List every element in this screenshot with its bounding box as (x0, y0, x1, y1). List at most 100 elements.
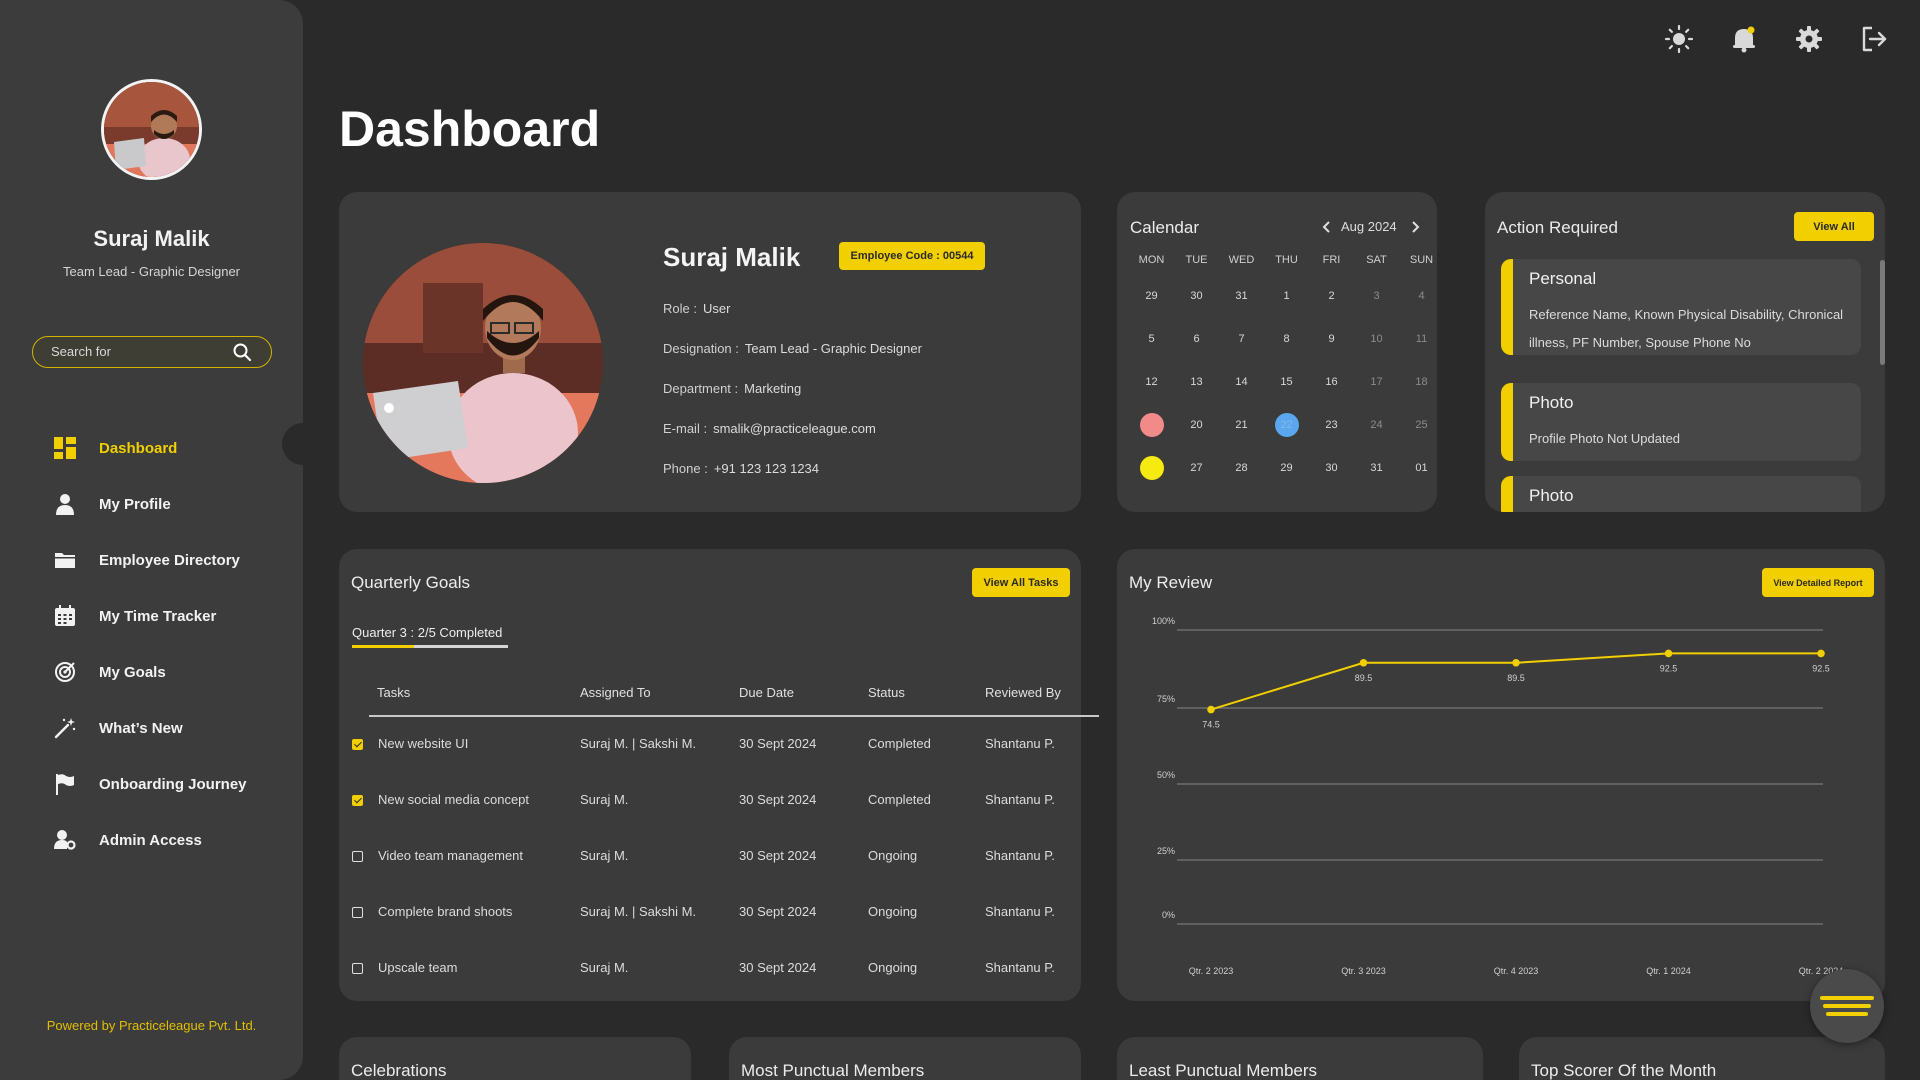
calendar-day-today[interactable]: 22 (1264, 412, 1309, 437)
search-input[interactable] (51, 337, 231, 366)
settings-gear-icon[interactable] (1794, 24, 1824, 54)
avatar[interactable] (101, 79, 202, 180)
task-name: Upscale team (378, 960, 458, 975)
calendar-day[interactable]: 14 (1235, 375, 1248, 388)
action-item-heading: Photo (1529, 393, 1574, 412)
menu-fab-button[interactable] (1810, 969, 1884, 1043)
calendar-day[interactable]: 16 (1325, 375, 1338, 388)
designation-value: Team Lead - Graphic Designer (744, 341, 922, 356)
calendar-day[interactable]: 30 (1325, 461, 1338, 474)
chevron-left-icon[interactable] (1321, 220, 1333, 234)
calendar-day[interactable]: 15 (1280, 375, 1293, 388)
data-label: 89.5 (1355, 673, 1373, 683)
sidebar-item-label: Onboarding Journey (99, 775, 247, 793)
weekday-label: MON (1138, 254, 1165, 266)
sidebar-item-employee-directory[interactable]: Employee Directory (0, 532, 303, 588)
calendar-day[interactable]: 7 (1238, 332, 1245, 345)
calendar-day[interactable]: 25 (1415, 418, 1428, 431)
calendar-day[interactable]: 29 (1280, 461, 1293, 474)
calendar-day[interactable]: 01 (1415, 461, 1428, 474)
calendar-day[interactable]: 4 (1418, 289, 1425, 302)
calendar-weekdays: MON TUE WED THU FRI SAT SUN (1129, 254, 1433, 274)
sidebar-collapse-handle[interactable] (282, 423, 324, 465)
weekday-label: THU (1275, 254, 1298, 266)
task-checkbox[interactable] (352, 795, 363, 806)
chevron-right-icon[interactable] (1409, 220, 1421, 234)
celebrations-title: Celebrations (351, 1061, 447, 1080)
task-reviewer: Shantanu P. (985, 736, 1055, 751)
calendar-week: 5 6 7 8 9 10 11 (1129, 317, 1427, 360)
calendar-grid: MON TUE WED THU FRI SAT SUN 29 30 31 1 2… (1129, 254, 1433, 489)
designation-label: Designation : (663, 341, 739, 356)
action-item-personal[interactable]: Personal Reference Name, Known Physical … (1501, 259, 1861, 355)
task-name: New website UI (378, 736, 469, 751)
sidebar-item-admin-access[interactable]: Admin Access (0, 812, 303, 868)
calendar-day[interactable]: 31 (1370, 461, 1383, 474)
profile-email-row: E-mail : smalik@practiceleague.com (663, 421, 876, 436)
calendar-day-highlighted[interactable]: 26 (1129, 455, 1174, 480)
calendar-week: 26 27 28 29 30 31 01 (1129, 446, 1428, 489)
calendar-day[interactable]: 18 (1415, 375, 1428, 388)
notification-bell-icon[interactable] (1729, 24, 1759, 54)
calendar-day[interactable]: 20 (1190, 418, 1203, 431)
task-checkbox[interactable] (352, 851, 363, 862)
sidebar-item-my-goals[interactable]: My Goals (0, 644, 303, 700)
calendar-day[interactable]: 21 (1235, 418, 1248, 431)
calendar-day[interactable]: 28 (1235, 461, 1248, 474)
task-due: 30 Sept 2024 (739, 792, 817, 807)
tab-quarter-3[interactable]: Quarter 3 : 2/5 Completed (352, 625, 503, 640)
column-header: Status (868, 685, 905, 700)
data-point (1512, 658, 1520, 667)
calendar-day[interactable]: 6 (1193, 332, 1200, 345)
least-punctual-title: Least Punctual Members (1129, 1061, 1318, 1080)
action-item-accent (1501, 476, 1513, 512)
sidebar-item-whats-new[interactable]: What’s New (0, 700, 303, 756)
sidebar-item-my-time-tracker[interactable]: My Time Tracker (0, 588, 303, 644)
calendar-day[interactable]: 13 (1190, 375, 1203, 388)
calendar-day[interactable]: 1 (1283, 289, 1290, 302)
table-row: Complete brand shoots Suraj M. | Sakshi … (339, 904, 1079, 924)
theme-sun-icon[interactable] (1664, 24, 1694, 54)
table-row: Video team management Suraj M. 30 Sept 2… (339, 848, 1079, 868)
calendar-day[interactable]: 17 (1370, 375, 1383, 388)
view-detailed-report-button[interactable]: View Detailed Report (1762, 568, 1874, 597)
calendar-day[interactable]: 31 (1235, 289, 1248, 302)
action-required-card: Action Required View All Personal Refere… (1485, 192, 1885, 512)
calendar-day[interactable]: 27 (1190, 461, 1203, 474)
calendar-day[interactable]: 10 (1370, 332, 1383, 345)
action-item-photo[interactable]: Photo Profile Photo Not Updated (1501, 383, 1861, 461)
task-checkbox[interactable] (352, 907, 363, 918)
view-all-tasks-button[interactable]: View All Tasks (972, 568, 1070, 597)
calendar-day[interactable]: 9 (1328, 332, 1335, 345)
calendar-day[interactable]: 24 (1370, 418, 1383, 431)
search-box (32, 336, 272, 368)
calendar-day[interactable]: 23 (1325, 418, 1338, 431)
task-checkbox[interactable] (352, 963, 363, 974)
calendar-day[interactable]: 2 (1328, 289, 1335, 302)
calendar-day[interactable]: 3 (1373, 289, 1380, 302)
calendar-day-highlighted[interactable]: 19 (1129, 412, 1174, 437)
task-checkbox[interactable] (352, 739, 363, 750)
grid-icon (54, 437, 76, 459)
calendar-day[interactable]: 30 (1190, 289, 1203, 302)
sidebar-item-onboarding-journey[interactable]: Onboarding Journey (0, 756, 303, 812)
calendar-day[interactable]: 29 (1145, 289, 1158, 302)
calendar-day[interactable]: 8 (1283, 332, 1290, 345)
calendar-day[interactable]: 12 (1145, 375, 1158, 388)
scrollbar-thumb[interactable] (1880, 260, 1885, 365)
profile-name: Suraj Malik (663, 242, 801, 272)
action-item-photo[interactable]: Photo (1501, 476, 1861, 512)
calendar-day[interactable]: 5 (1148, 332, 1155, 345)
sidebar-item-dashboard[interactable]: Dashboard (0, 420, 303, 476)
email-value[interactable]: smalik@practiceleague.com (713, 421, 876, 436)
calendar-day[interactable]: 11 (1415, 332, 1428, 345)
sidebar-item-my-profile[interactable]: My Profile (0, 476, 303, 532)
role-label: Role : (663, 301, 697, 316)
sidebar-nav: Dashboard My Profile Employee Directory … (0, 420, 303, 868)
data-label: 92.5 (1660, 663, 1678, 673)
view-all-button[interactable]: View All (1794, 212, 1874, 241)
profile-department-row: Department : Marketing (663, 381, 801, 396)
search-icon[interactable] (233, 343, 251, 361)
logout-icon[interactable] (1859, 24, 1889, 54)
task-assigned: Suraj M. | Sakshi M. (580, 904, 697, 919)
